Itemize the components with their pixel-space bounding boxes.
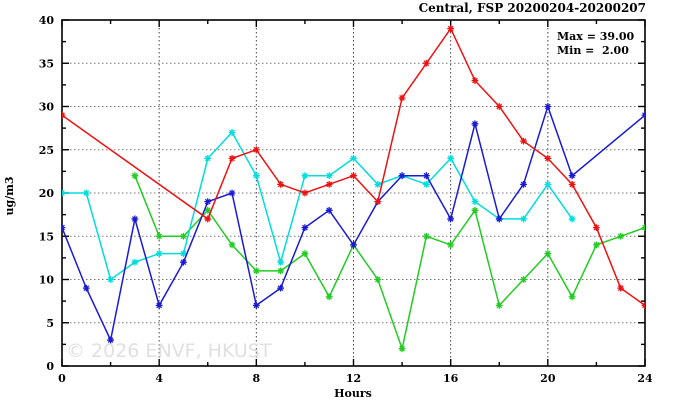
y-tick-label: 40 xyxy=(39,14,55,27)
x-tick-label: 20 xyxy=(540,372,556,385)
y-tick-label: 15 xyxy=(39,230,54,243)
y-tick-label: 0 xyxy=(46,360,54,373)
series-red xyxy=(62,25,645,309)
x-axis-label: Hours xyxy=(334,387,372,400)
series-cyan xyxy=(62,129,576,283)
x-tick-label: 4 xyxy=(155,372,163,385)
y-tick-label: 5 xyxy=(46,317,54,330)
series-cyan-line xyxy=(62,131,573,281)
series-green-markers xyxy=(131,172,645,353)
series-blue xyxy=(62,103,645,344)
max-stat-label: Max = 39.00 xyxy=(557,30,635,43)
x-tick-label: 0 xyxy=(58,372,66,385)
series-cyan-markers xyxy=(62,129,576,283)
y-tick-label: 20 xyxy=(39,187,55,200)
chart-title: Central, FSP 20200204-20200207 xyxy=(419,1,646,15)
y-tick-label: 10 xyxy=(39,274,55,287)
y-axis-label: ug/m3 xyxy=(3,177,16,216)
watermark: © 2026 ENVF, HKUST xyxy=(66,340,272,362)
x-tick-label: 16 xyxy=(443,372,459,385)
plot-area: 0 4 8 12 16 20 24 0 5 10 15 20 25 30 35 40 xyxy=(39,14,653,385)
y-tick-label: 35 xyxy=(39,57,54,70)
y-tick-label: 30 xyxy=(39,101,55,114)
x-tick-label: 12 xyxy=(346,372,361,385)
y-tick-label: 25 xyxy=(39,144,54,157)
series-green xyxy=(131,172,645,353)
series-blue-markers xyxy=(62,103,645,344)
x-tick-label: 24 xyxy=(637,372,653,385)
series-red-markers xyxy=(62,25,645,309)
series-green-line xyxy=(134,175,645,352)
series-red-line xyxy=(62,27,645,307)
x-tick-label: 8 xyxy=(253,372,261,385)
min-stat-label: Min = 2.00 xyxy=(557,44,629,57)
